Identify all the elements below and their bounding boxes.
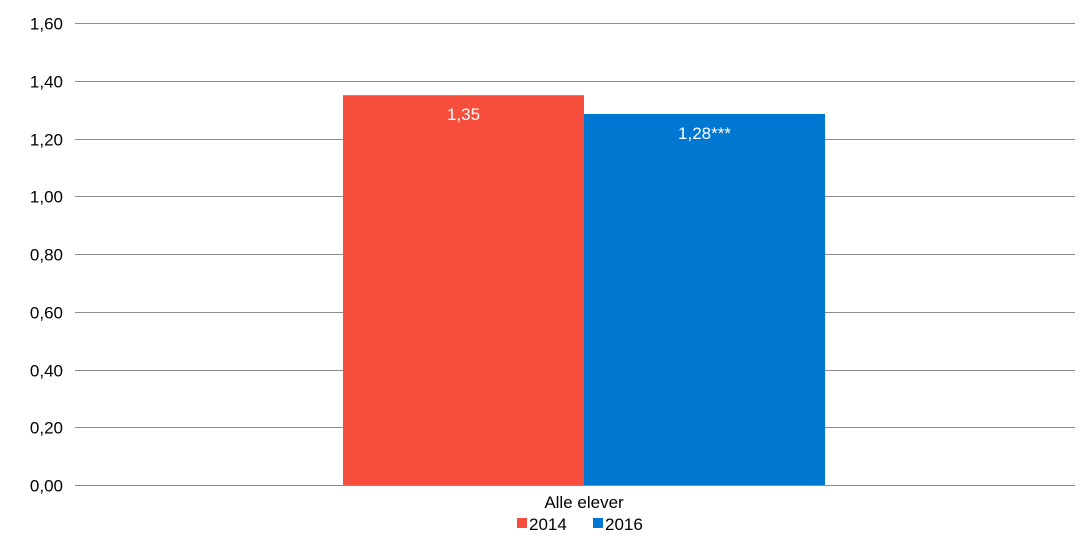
legend-label-2014: 2014 xyxy=(529,515,567,534)
bar-2014-1 xyxy=(343,95,584,485)
y-tick-label: 0,80 xyxy=(30,246,63,265)
y-tick-label: 0,40 xyxy=(30,362,63,381)
y-tick-label: 1,40 xyxy=(30,73,63,92)
y-tick-label: 0,20 xyxy=(30,419,63,438)
category-labels: Alle elever xyxy=(544,493,624,512)
legend-swatch-2016 xyxy=(593,518,603,528)
y-tick-label: 1,60 xyxy=(30,15,63,34)
y-tick-label: 1,00 xyxy=(30,188,63,207)
data-label-2014: 1,35 xyxy=(447,105,480,124)
y-axis-tick-labels: 0,00 0,20 0,40 0,60 0,80 1,00 1,20 1,40 1,60 xyxy=(30,15,63,496)
legend: 2014 2016 xyxy=(517,515,643,534)
legend-label-2016: 2016 xyxy=(605,515,643,534)
legend-swatch-2014 xyxy=(517,518,527,528)
y-tick-label: 1,20 xyxy=(30,131,63,150)
y-tick-label: 0,60 xyxy=(30,304,63,323)
bar-2016-1 xyxy=(584,113,825,486)
x-category-label: Alle elever xyxy=(544,493,624,512)
bars xyxy=(343,95,825,486)
data-labels: 1,35 1,28*** xyxy=(447,105,731,143)
data-label-2016: 1,28*** xyxy=(678,124,731,143)
y-tick-label: 0,00 xyxy=(30,477,63,496)
